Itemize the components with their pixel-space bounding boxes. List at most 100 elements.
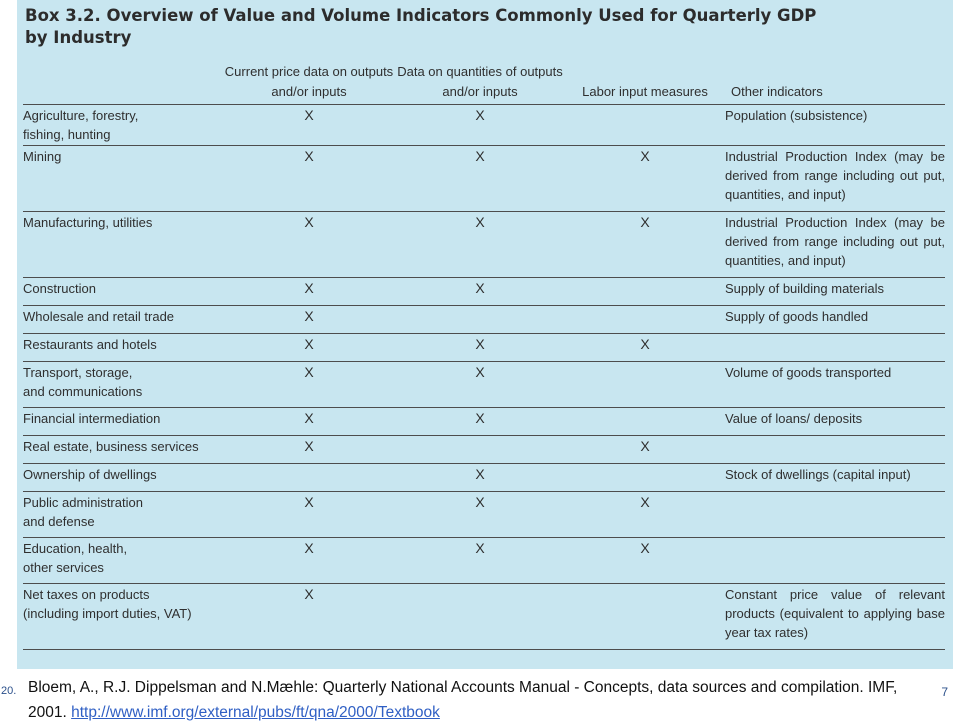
quantities-mark: X <box>395 333 565 362</box>
quantities-mark-text: X <box>475 107 485 123</box>
other-indicator-cell: Industrial Production Index (may be deri… <box>725 145 945 212</box>
other-indicator-cell <box>725 333 945 362</box>
labor-mark: X <box>565 333 725 362</box>
citation-link[interactable]: http://www.imf.org/external/pubs/ft/qna/… <box>71 704 440 721</box>
industry-cell: Mining <box>23 145 223 212</box>
table-row: Construction X X Supply of building materia… <box>23 277 945 306</box>
other-indicator-cell-text: Stock of dwellings (capital input) <box>725 467 911 482</box>
table-row: Manufacturing, utilities X X X Industrial Pr… <box>23 211 945 278</box>
column-header-other: Other indicators <box>725 60 945 105</box>
other-indicator-cell-text: Industrial Production Index (may be deri… <box>725 215 945 268</box>
labor-mark <box>565 463 725 492</box>
other-indicator-cell: Supply of building materials <box>725 277 945 306</box>
quantities-mark-text: X <box>475 466 485 482</box>
column-header-current-price: Current price data on outputs and/or inp… <box>223 60 395 105</box>
industry-cell: Public administration and defense <box>23 491 223 538</box>
quantities-mark: X <box>395 361 565 408</box>
quantities-mark: X <box>395 537 565 584</box>
current-price-mark: X <box>223 361 395 408</box>
quantities-mark: X <box>395 145 565 212</box>
quantities-mark: X <box>395 104 565 146</box>
current-price-mark: X <box>223 435 395 464</box>
industry-cell: Net taxes on products (including import … <box>23 583 223 650</box>
quantities-mark: X <box>395 211 565 278</box>
current-price-mark-text: X <box>304 410 314 426</box>
indicators-table: Current price data on outputs and/or inp… <box>23 60 945 650</box>
table-row: Restaurants and hotels X X X <box>23 333 945 362</box>
industry-cell-text: Construction <box>23 281 96 296</box>
labor-mark <box>565 407 725 436</box>
quantities-mark-text: X <box>475 336 485 352</box>
industry-cell: Transport, storage, and communications <box>23 361 223 408</box>
table-row: Real estate, business services X X <box>23 435 945 464</box>
table-row: Wholesale and retail trade X Supply of goo… <box>23 305 945 334</box>
quantities-mark-text: X <box>475 410 485 426</box>
current-price-mark-text: X <box>304 438 314 454</box>
labor-mark: X <box>565 491 725 538</box>
industry-cell-text: Public administration and defense <box>23 495 143 529</box>
current-price-mark: X <box>223 145 395 212</box>
labor-mark <box>565 305 725 334</box>
industry-cell: Wholesale and retail trade <box>23 305 223 334</box>
table-row: Net taxes on products (including import … <box>23 583 945 650</box>
industry-cell: Education, health, other services <box>23 537 223 584</box>
quantities-mark <box>395 435 565 464</box>
quantities-mark-text: X <box>475 540 485 556</box>
industry-cell-text: Education, health, other services <box>23 541 128 575</box>
other-indicator-cell: Stock of dwellings (capital input) <box>725 463 945 492</box>
labor-mark-text: X <box>640 336 650 352</box>
table-row: Transport, storage, and communications X X… <box>23 361 945 408</box>
other-indicator-cell <box>725 435 945 464</box>
labor-mark: X <box>565 211 725 278</box>
industry-cell-text: Real estate, business services <box>23 439 199 454</box>
labor-mark-text: X <box>640 438 650 454</box>
quantities-mark-text: X <box>475 148 485 164</box>
table-row: Ownership of dwellings X Stock of dwelling… <box>23 463 945 492</box>
other-indicator-cell-text: Industrial Production Index (may be deri… <box>725 149 945 202</box>
labor-mark: X <box>565 145 725 212</box>
industry-cell-text: Agriculture, forestry, fishing, hunting <box>23 108 139 142</box>
current-price-mark-text: X <box>304 148 314 164</box>
labor-mark-text: X <box>640 214 650 230</box>
current-price-mark-text: X <box>304 494 314 510</box>
current-price-mark: X <box>223 407 395 436</box>
industry-cell: Real estate, business services <box>23 435 223 464</box>
quantities-mark: X <box>395 407 565 436</box>
other-indicator-cell-text: Volume of goods transported <box>725 365 892 380</box>
industry-cell-text: Mining <box>23 149 62 164</box>
current-price-mark-text: X <box>304 280 314 296</box>
industry-cell-text: Net taxes on products (including import … <box>23 587 192 621</box>
table-row: Education, health, other services X X X <box>23 537 945 584</box>
industry-cell-text: Restaurants and hotels <box>23 337 157 352</box>
table-row: Public administration and defense X X X <box>23 491 945 538</box>
slide-footer: 20. Bloem, A., R.J. Dippelsman and N.Mæh… <box>0 675 960 728</box>
labor-mark-text: X <box>640 540 650 556</box>
current-price-mark-text: X <box>304 214 314 230</box>
quantities-mark-text: X <box>475 494 485 510</box>
labor-mark: X <box>565 435 725 464</box>
current-price-mark-text: X <box>304 540 314 556</box>
table-row: Mining X X X Industrial Production Index (ma… <box>23 145 945 212</box>
other-indicator-cell-text: Value of loans/ deposits <box>725 411 863 426</box>
other-indicator-cell: Industrial Production Index (may be deri… <box>725 211 945 278</box>
current-price-mark <box>223 463 395 492</box>
quantities-mark-text: X <box>475 364 485 380</box>
current-price-mark: X <box>223 537 395 584</box>
other-indicator-cell-text: Population (subsistence) <box>725 108 868 123</box>
quantities-mark: X <box>395 463 565 492</box>
column-header-quantities: Data on quantities of outputs and/or inp… <box>395 60 565 105</box>
current-price-mark: X <box>223 211 395 278</box>
quantities-mark: X <box>395 277 565 306</box>
other-indicator-cell: Population (subsistence) <box>725 104 945 146</box>
column-header-labor: Labor input measures <box>565 60 725 105</box>
industry-cell: Financial intermediation <box>23 407 223 436</box>
labor-mark-text: X <box>640 494 650 510</box>
box-title: Box 3.2. Overview of Value and Volume In… <box>25 6 817 47</box>
labor-mark <box>565 104 725 146</box>
current-price-mark-text: X <box>304 586 314 602</box>
other-indicator-cell <box>725 537 945 584</box>
industry-cell: Manufacturing, utilities <box>23 211 223 278</box>
labor-mark <box>565 277 725 306</box>
other-indicator-cell: Volume of goods transported <box>725 361 945 408</box>
citation-text: Bloem, A., R.J. Dippelsman and N.Mæhle: … <box>28 679 898 721</box>
